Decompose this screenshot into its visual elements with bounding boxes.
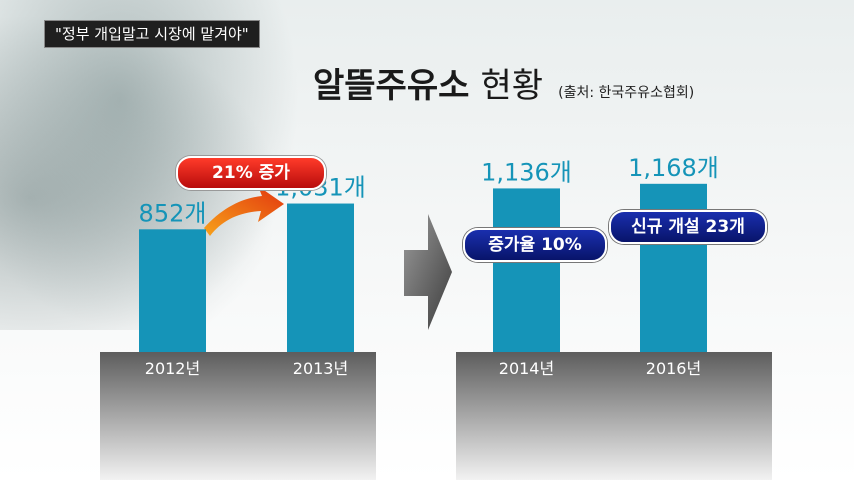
bar-0 [139, 229, 206, 352]
title-main: 알뜰주유소 [313, 66, 470, 106]
news-caption: "정부 개입말고 시장에 맡겨야" [44, 20, 260, 48]
category-label-2: 2014년 [499, 359, 554, 378]
new-openings-badge: 신규 개설 23개 [609, 210, 767, 244]
bar-2 [493, 188, 560, 352]
transition-arrow [404, 214, 452, 330]
bar-1 [287, 203, 354, 352]
chart-title: 알뜰주유소 현황 (출처: 한국주유소협회) [313, 58, 694, 107]
chart-base-left [100, 352, 376, 480]
value-label-0: 852개 [139, 199, 207, 227]
value-label-3: 1,168개 [628, 154, 719, 182]
title-sub: 현황 [480, 66, 544, 106]
growth-rate-badge: 증가율 10% [463, 228, 607, 262]
category-label-3: 2016년 [646, 359, 701, 378]
chart-base-right [456, 352, 772, 480]
value-label-2: 1,136개 [481, 158, 572, 186]
increase-badge: 21% 증가 [176, 156, 326, 190]
category-label-0: 2012년 [145, 359, 200, 378]
category-label-1: 2013년 [293, 359, 348, 378]
increase-arrow [204, 186, 284, 236]
title-source: (출처: 한국주유소협회) [558, 85, 695, 101]
